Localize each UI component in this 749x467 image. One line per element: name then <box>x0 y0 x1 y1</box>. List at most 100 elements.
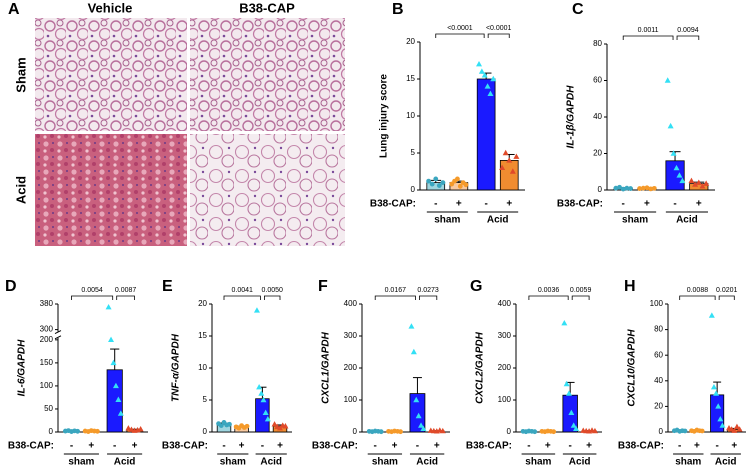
x-tick-label: - <box>374 441 377 452</box>
data-point <box>271 421 278 427</box>
data-point <box>664 77 671 83</box>
data-point <box>115 396 122 402</box>
y-tick-label: 300 <box>498 331 512 340</box>
x-axis-label: B38-CAP: <box>8 441 54 452</box>
group-label: Acid <box>569 457 591 467</box>
data-point <box>256 384 263 390</box>
significance-bracket <box>528 295 569 300</box>
significance-bracket <box>435 33 485 38</box>
data-point <box>481 72 488 78</box>
y-tick-label: 40 <box>654 376 663 385</box>
y-tick-label: 10 <box>198 363 207 372</box>
bar <box>106 369 123 433</box>
data-point <box>264 416 271 422</box>
p-value: 0.0050 <box>261 287 283 294</box>
group-label: sham <box>220 457 246 467</box>
y-tick-label: 100 <box>40 381 54 390</box>
x-tick-label: + <box>456 199 462 210</box>
x-tick-label: - <box>261 441 264 452</box>
p-value: 0.0087 <box>115 287 137 294</box>
histology-image <box>190 18 345 131</box>
data-point <box>573 425 580 431</box>
panel-label: E <box>162 278 173 295</box>
data-point <box>449 181 455 187</box>
data-point <box>568 409 575 415</box>
data-point <box>532 429 538 435</box>
panel-label: F <box>318 278 328 295</box>
data-point <box>426 178 432 184</box>
y-tick-label: 100 <box>344 395 358 404</box>
data-point <box>440 180 446 186</box>
p-value: 0.0059 <box>570 287 592 294</box>
data-point <box>561 320 568 326</box>
data-point <box>463 182 469 188</box>
y-axis-label: CXCL1/GAPDH <box>321 331 332 403</box>
data-point <box>258 390 265 396</box>
significance-bracket <box>71 295 114 300</box>
p-value: 0.0041 <box>231 287 253 294</box>
y-tick-label: 5 <box>203 395 208 404</box>
data-point <box>710 384 717 390</box>
data-point <box>282 423 289 429</box>
y-tick-label: 20 <box>593 149 602 158</box>
y-tick-label: 60 <box>654 350 663 359</box>
x-axis-label: B38-CAP: <box>162 441 208 452</box>
group-label: sham <box>525 457 551 467</box>
group-label: sham <box>372 457 398 467</box>
bar <box>255 398 270 433</box>
data-point <box>644 185 650 191</box>
data-point <box>513 153 520 159</box>
data-point <box>699 183 706 189</box>
panel-label: A <box>8 1 20 18</box>
y-tick-label: 20 <box>198 299 207 308</box>
data-point <box>628 186 633 191</box>
significance-bracket <box>718 295 735 300</box>
data-point <box>713 390 720 396</box>
data-point <box>227 421 232 427</box>
data-point <box>551 429 557 435</box>
data-point <box>457 183 463 189</box>
y-tick-label: 60 <box>593 76 602 85</box>
y-tick-label: 300 <box>344 331 358 340</box>
panel-label: C <box>572 1 584 18</box>
y-tick-label: 0 <box>49 427 54 436</box>
p-value: 0.0094 <box>677 27 699 34</box>
bar <box>499 159 519 191</box>
data-point <box>499 164 506 170</box>
y-tick-label: 400 <box>498 299 512 308</box>
data-point <box>715 403 722 409</box>
y-tick-label: 0 <box>659 427 664 436</box>
x-tick-label: + <box>696 199 702 210</box>
x-axis-label: B38-CAP: <box>618 441 664 452</box>
y-axis-label: CXCL10/GAPDH <box>627 329 638 407</box>
data-point <box>731 427 738 433</box>
y-tick-label: 200 <box>498 363 512 372</box>
data-point <box>509 168 516 174</box>
significance-bracket <box>571 295 590 300</box>
y-tick-label: 380 <box>40 299 54 308</box>
data-point <box>487 90 494 96</box>
data-point <box>478 68 485 74</box>
x-axis-label: B38-CAP: <box>312 441 358 452</box>
p-value: 0.0167 <box>385 287 407 294</box>
column-label: Vehicle <box>88 0 133 15</box>
y-tick-label: 80 <box>593 39 602 48</box>
data-point <box>490 75 497 82</box>
x-tick-label: + <box>644 199 650 210</box>
y-tick-label: 100 <box>650 299 664 308</box>
y-tick-label: 5 <box>411 148 416 157</box>
data-point <box>253 307 260 313</box>
data-point <box>429 181 435 187</box>
significance-bracket <box>487 33 510 38</box>
panel-label: B <box>392 1 404 18</box>
row-label: Sham <box>13 57 28 92</box>
y-axis-label: TNF-α/GAPDH <box>171 333 182 402</box>
data-point <box>408 323 415 329</box>
y-tick-label: 200 <box>40 335 54 344</box>
y-tick-label: 0 <box>411 185 416 194</box>
data-point <box>398 429 403 435</box>
data-point <box>651 185 657 191</box>
column-label: B38-CAP <box>239 0 295 15</box>
data-point <box>436 183 442 188</box>
